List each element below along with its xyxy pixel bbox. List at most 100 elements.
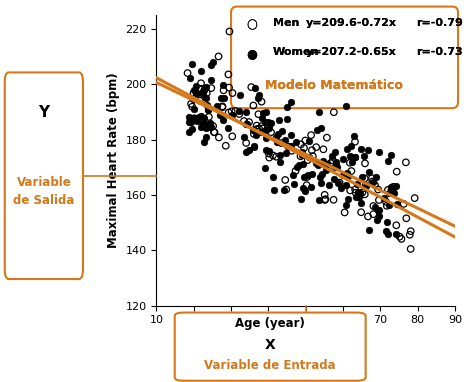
Point — [219, 117, 227, 123]
Point — [253, 132, 260, 138]
Point — [383, 228, 390, 234]
Point — [187, 119, 195, 125]
Point — [253, 126, 261, 132]
Point — [191, 115, 199, 121]
Point — [270, 187, 278, 193]
Point — [321, 197, 328, 203]
Point — [283, 186, 290, 193]
Point — [191, 87, 198, 93]
Text: Women: Women — [273, 47, 319, 57]
Point — [228, 112, 236, 118]
Point — [384, 159, 392, 165]
Point — [213, 102, 220, 108]
Point — [184, 70, 191, 76]
Text: y=207.2-0.65x: y=207.2-0.65x — [306, 47, 396, 57]
Point — [224, 125, 232, 131]
Point — [236, 92, 243, 98]
Point — [190, 90, 197, 96]
X-axis label: Age (year): Age (year) — [271, 331, 341, 344]
Point — [273, 154, 280, 160]
Point — [375, 207, 383, 214]
Point — [318, 180, 325, 186]
Point — [242, 140, 250, 146]
Point — [193, 118, 201, 124]
Point — [319, 146, 327, 152]
Point — [328, 153, 336, 159]
Point — [195, 114, 202, 120]
Point — [313, 160, 320, 166]
Point — [201, 120, 208, 126]
Point — [361, 175, 368, 181]
Point — [330, 197, 337, 203]
Point — [316, 197, 323, 203]
Point — [225, 84, 233, 91]
Point — [255, 129, 262, 135]
Point — [202, 94, 210, 100]
Point — [250, 131, 258, 137]
Text: Modelo Matemático: Modelo Matemático — [265, 79, 403, 92]
Point — [197, 80, 205, 86]
Point — [190, 106, 198, 112]
Point — [351, 186, 359, 193]
Point — [186, 74, 194, 81]
Point — [270, 173, 277, 180]
Point — [262, 147, 270, 153]
Point — [370, 203, 377, 209]
Point — [321, 196, 329, 202]
Point — [273, 139, 280, 145]
Point — [284, 144, 292, 150]
Point — [375, 149, 383, 155]
Point — [342, 183, 350, 189]
Point — [362, 183, 370, 189]
Point — [352, 194, 359, 200]
Point — [249, 102, 257, 108]
Point — [258, 115, 266, 121]
Point — [316, 174, 324, 180]
Point — [304, 157, 311, 163]
Point — [196, 98, 203, 104]
Point — [309, 153, 317, 159]
Point — [282, 150, 290, 156]
Point — [282, 177, 289, 183]
Point — [204, 105, 211, 112]
Point — [387, 152, 395, 158]
Point — [188, 104, 196, 110]
Point — [298, 196, 305, 202]
Point — [201, 88, 208, 94]
Point — [346, 154, 354, 160]
Point — [327, 160, 334, 166]
Point — [296, 162, 303, 168]
Point — [245, 147, 253, 153]
Point — [283, 116, 291, 122]
Point — [258, 99, 265, 105]
Point — [370, 211, 377, 217]
Point — [198, 86, 205, 92]
Point — [259, 125, 267, 131]
Point — [207, 78, 215, 84]
Point — [319, 160, 327, 167]
Text: Men: Men — [273, 18, 299, 28]
FancyBboxPatch shape — [175, 312, 365, 381]
Point — [257, 129, 265, 135]
Point — [323, 167, 330, 173]
Point — [200, 86, 208, 92]
Point — [219, 82, 227, 88]
Point — [228, 90, 236, 96]
Point — [298, 149, 306, 155]
Point — [374, 207, 382, 214]
Point — [197, 124, 205, 130]
Point — [375, 214, 383, 220]
Point — [290, 181, 298, 187]
Point — [314, 162, 322, 168]
Point — [265, 125, 273, 131]
Point — [267, 120, 275, 126]
Point — [263, 126, 270, 133]
Point — [251, 85, 259, 91]
Point — [219, 104, 226, 110]
Point — [362, 182, 369, 188]
Point — [267, 129, 275, 135]
Point — [375, 197, 383, 203]
Point — [278, 128, 285, 134]
Text: y=207.2-0.65x: y=207.2-0.65x — [306, 47, 396, 57]
Point — [301, 188, 309, 194]
